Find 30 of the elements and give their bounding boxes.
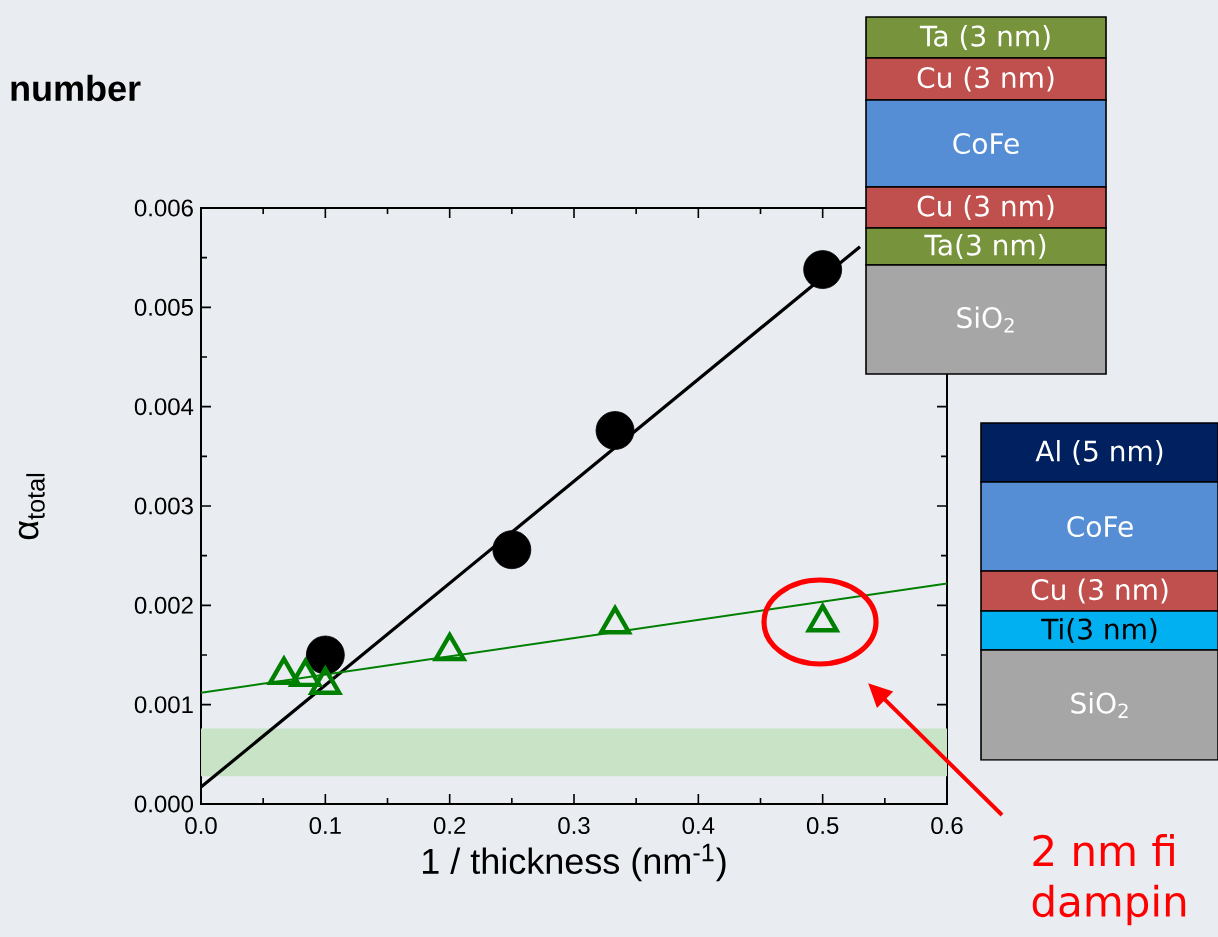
text: SiO$_{2}$ bbox=[957, 306, 1014, 333]
text: CoFe bbox=[953, 132, 1019, 155]
y-tick-label: 0.000 bbox=[134, 795, 194, 813]
x-tick-label: 0.4 bbox=[682, 817, 715, 835]
text: Ta (3 nm) bbox=[919, 25, 1050, 50]
annotation: Ta(3 nm) bbox=[924, 234, 1046, 259]
x-axis-title: 1 / thickness (nm$^{-1}$) bbox=[422, 843, 726, 882]
text: Cu (3 nm) bbox=[917, 66, 1054, 92]
y-tick-label: 0.004 bbox=[134, 398, 194, 416]
text: 2 nm fi bbox=[1033, 834, 1174, 866]
chart-title: number bbox=[11, 74, 141, 102]
text: Ti(3 nm) bbox=[1041, 618, 1157, 643]
y-tick-label: 0.001 bbox=[134, 696, 193, 714]
y-tick-label: 0.006 bbox=[134, 199, 193, 217]
y-tick-label: 0.005 bbox=[134, 298, 193, 316]
text: SiO$_{2}$ bbox=[1071, 692, 1128, 718]
text: Al (5 nm) bbox=[1035, 440, 1163, 465]
annotation: Cu (3 nm) bbox=[917, 195, 1054, 220]
x-tick-label: 0.6 bbox=[931, 817, 963, 835]
text: CoFe bbox=[1067, 515, 1133, 538]
x-tick-label: 0.1 bbox=[309, 817, 341, 835]
x-tick-label: 0.5 bbox=[806, 817, 839, 835]
x-tick-label: 0.0 bbox=[185, 817, 217, 835]
x-tick-label: 0.2 bbox=[433, 817, 466, 835]
text: dampin bbox=[1032, 884, 1186, 926]
x-tick-label: 0.3 bbox=[558, 817, 590, 835]
text: Cu (3 nm) bbox=[1031, 578, 1168, 604]
y-tick-label: 0.003 bbox=[134, 497, 193, 515]
y-axis-title: α$_{total}$ bbox=[18, 473, 45, 540]
y-tick-label: 0.002 bbox=[134, 596, 193, 614]
